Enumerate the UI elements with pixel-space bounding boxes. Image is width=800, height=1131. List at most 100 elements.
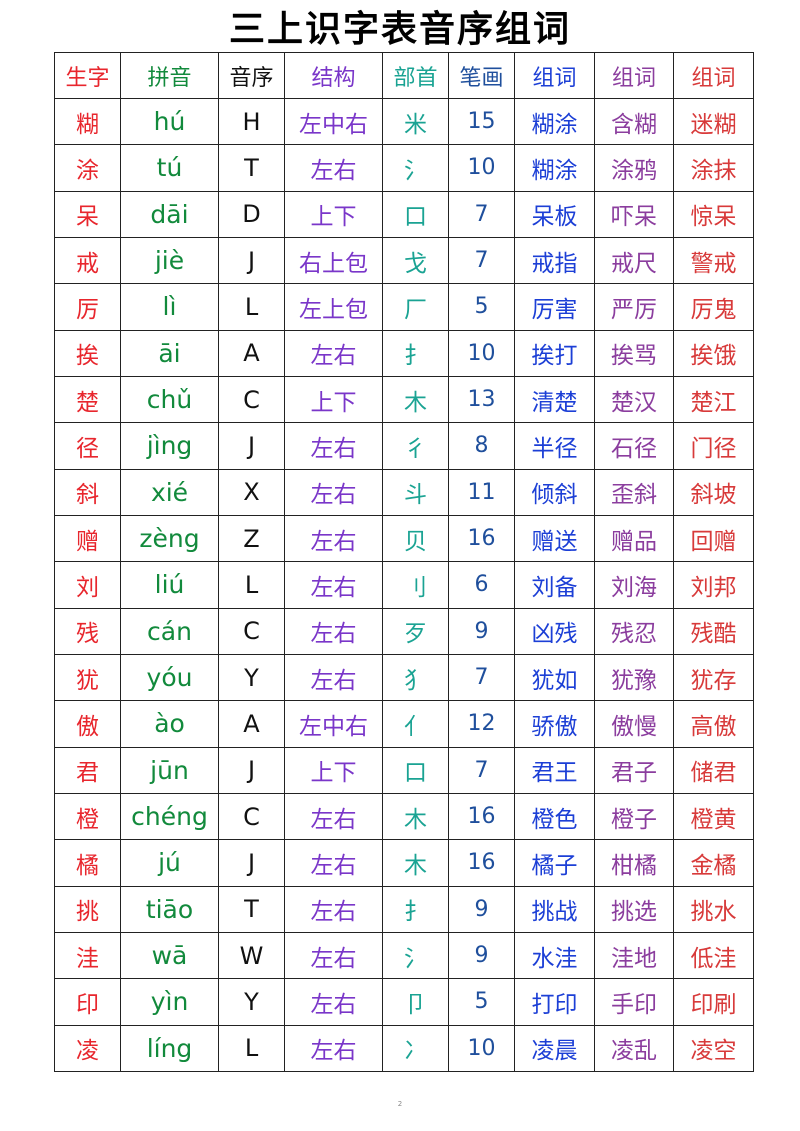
radical-cell: 氵 <box>382 144 449 192</box>
radical-cell: 扌 <box>382 329 449 377</box>
strokes-cell: 10 <box>448 1024 515 1073</box>
table-row: 涂 tú T 左右氵 10 糊涂 涂鸦 涂抹 <box>54 144 754 192</box>
word-cell-3: 刘邦 <box>673 561 754 609</box>
structure-cell: 右上包 <box>284 236 383 285</box>
word-cell-3: 惊呆 <box>673 190 754 238</box>
table-row: 楚 chǔ C 上下木 13 清楚 楚汉 楚江 <box>54 375 754 424</box>
pinyin-cell: dāi <box>120 190 219 238</box>
strokes-cell: 7 <box>448 190 515 238</box>
pinyin-cell: líng <box>120 1024 219 1073</box>
word-cell-3: 低洼 <box>673 931 754 980</box>
word-cell-3: 迷糊 <box>673 97 754 146</box>
word-cell-2: 残忍 <box>594 607 674 655</box>
strokes-cell: 10 <box>448 329 515 377</box>
sequence-cell: C <box>218 607 285 655</box>
word-cell-1: 橙色 <box>514 792 595 841</box>
pinyin-cell: xié <box>120 468 219 516</box>
radical-cell: 米 <box>382 97 449 146</box>
structure-cell: 左右 <box>284 839 383 887</box>
pinyin-cell: yóu <box>120 653 219 702</box>
char-cell: 犹 <box>54 653 121 702</box>
page-title: 三上识字表音序组词 <box>228 9 571 50</box>
header-strokes: 笔画 <box>448 52 515 99</box>
pinyin-cell: zèng <box>120 514 219 563</box>
table-row: 犹 yóu Y 左右犭 7 犹如 犹豫 犹存 <box>54 653 754 702</box>
word-cell-3: 门径 <box>673 422 754 470</box>
word-cell-3: 挨饿 <box>673 329 754 377</box>
char-cell: 印 <box>54 978 121 1026</box>
sequence-cell: J <box>218 746 285 794</box>
word-cell-1: 戒指 <box>514 236 595 285</box>
strokes-cell: 15 <box>448 97 515 146</box>
structure-cell: 左右 <box>284 1024 383 1073</box>
table-row: 挨 āi A 左右扌 10 挨打 挨骂 挨饿 <box>54 329 754 377</box>
structure-cell: 左右 <box>284 931 383 980</box>
word-cell-1: 水洼 <box>514 931 595 980</box>
word-cell-2: 橙子 <box>594 792 674 841</box>
structure-cell: 左右 <box>284 561 383 609</box>
sequence-cell: C <box>218 375 285 424</box>
table-row: 洼 wā W 左右氵 9 水洼 洼地 低洼 <box>54 931 754 980</box>
char-cell: 洼 <box>54 931 121 980</box>
word-cell-2: 严厉 <box>594 283 674 331</box>
table-row: 君 jūn J 上下口 7 君王 君子 储君 <box>54 746 754 794</box>
word-cell-1: 挨打 <box>514 329 595 377</box>
radical-cell: 木 <box>382 375 449 424</box>
structure-cell: 左中右 <box>284 700 383 748</box>
pinyin-cell: lì <box>120 283 219 331</box>
structure-cell: 上下 <box>284 190 383 238</box>
word-cell-2: 涂鸦 <box>594 144 674 192</box>
strokes-cell: 13 <box>448 375 515 424</box>
word-cell-1: 半径 <box>514 422 595 470</box>
header-char: 生字 <box>54 52 121 99</box>
header-word-1: 组词 <box>514 52 595 99</box>
word-cell-3: 储君 <box>673 746 754 794</box>
radical-cell: 冫 <box>382 1024 449 1073</box>
pinyin-cell: āi <box>120 329 219 377</box>
strokes-cell: 16 <box>448 792 515 841</box>
sequence-cell: L <box>218 1024 285 1073</box>
strokes-cell: 5 <box>448 978 515 1026</box>
sequence-cell: J <box>218 839 285 887</box>
pinyin-cell: ào <box>120 700 219 748</box>
structure-cell: 左右 <box>284 792 383 841</box>
pinyin-cell: jú <box>120 839 219 887</box>
table-row: 斜 xié X 左右斗 11 倾斜 歪斜 斜坡 <box>54 468 754 516</box>
radical-cell: 卩 <box>382 978 449 1026</box>
pinyin-cell: jiè <box>120 236 219 285</box>
table-row: 呆 dāi D 上下口 7 呆板 吓呆 惊呆 <box>54 190 754 238</box>
structure-cell: 左右 <box>284 329 383 377</box>
strokes-cell: 8 <box>448 422 515 470</box>
word-cell-3: 警戒 <box>673 236 754 285</box>
pinyin-cell: chéng <box>120 792 219 841</box>
radical-cell: 木 <box>382 792 449 841</box>
sequence-cell: T <box>218 885 285 933</box>
page-number: 2 <box>397 1100 403 1108</box>
radical-cell: 口 <box>382 190 449 238</box>
word-cell-2: 赠品 <box>594 514 674 563</box>
word-cell-2: 犹豫 <box>594 653 674 702</box>
strokes-cell: 7 <box>448 236 515 285</box>
word-cell-2: 楚汉 <box>594 375 674 424</box>
word-cell-2: 刘海 <box>594 561 674 609</box>
structure-cell: 左右 <box>284 514 383 563</box>
char-cell: 楚 <box>54 375 121 424</box>
char-cell: 挨 <box>54 329 121 377</box>
word-cell-3: 高傲 <box>673 700 754 748</box>
pinyin-cell: wā <box>120 931 219 980</box>
radical-cell: 口 <box>382 746 449 794</box>
word-cell-2: 挑选 <box>594 885 674 933</box>
sequence-cell: J <box>218 236 285 285</box>
radical-cell: 刂 <box>382 561 449 609</box>
word-cell-1: 厉害 <box>514 283 595 331</box>
header-row: 生字 拼音 音序 结构 部首 笔画 组词 组词 组词 <box>54 52 754 99</box>
radical-cell: 扌 <box>382 885 449 933</box>
word-cell-2: 吓呆 <box>594 190 674 238</box>
pinyin-cell: chǔ <box>120 375 219 424</box>
word-cell-1: 犹如 <box>514 653 595 702</box>
sequence-cell: L <box>218 283 285 331</box>
strokes-cell: 9 <box>448 607 515 655</box>
radical-cell: 亻 <box>382 700 449 748</box>
word-cell-1: 挑战 <box>514 885 595 933</box>
word-cell-1: 糊涂 <box>514 97 595 146</box>
